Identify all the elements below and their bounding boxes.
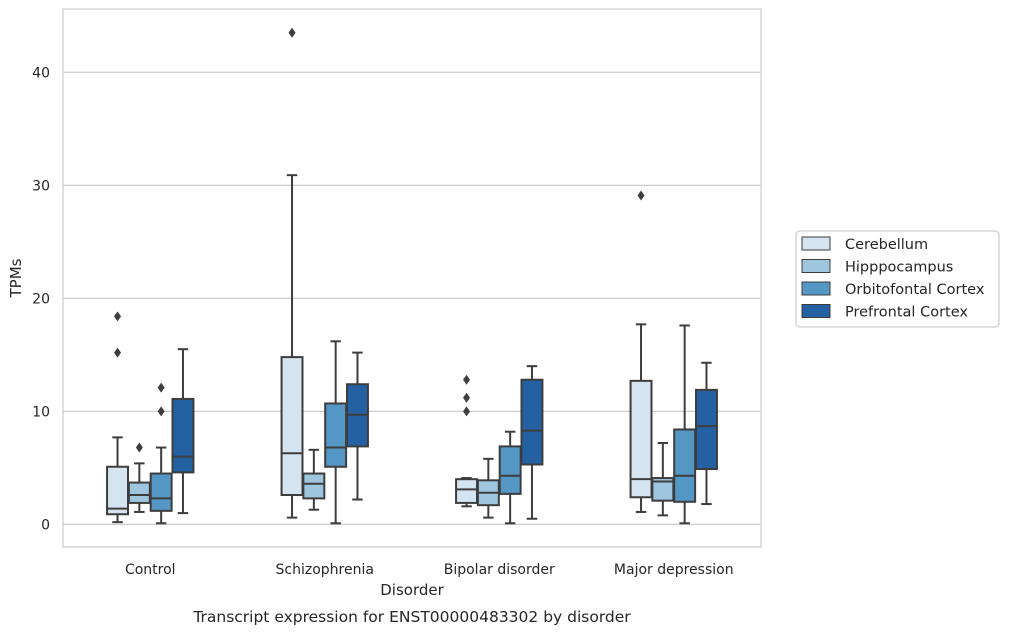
- y-axis-label: TPMs: [7, 258, 25, 298]
- y-axis-ticks: 0 10 20 30 40: [32, 65, 50, 533]
- legend: Cerebellum Hipppocampus Orbitofontal Corte…: [795, 230, 1000, 328]
- outlier-point: [463, 374, 471, 385]
- y-tick-label: 30: [32, 178, 50, 194]
- box-prefrontal-cortex: [520, 365, 544, 520]
- box-cerebellum: [629, 190, 653, 513]
- legend-label: Orbitofontal Cortex: [845, 282, 985, 298]
- box-iqr: [149, 472, 173, 512]
- box-hipppocampus: [127, 442, 151, 513]
- grid-lines: [63, 71, 761, 526]
- outlier-point: [157, 382, 165, 393]
- x-axis-ticks: Control Schizophrenia Bipolar disorder Majo…: [125, 562, 734, 578]
- box-hipppocampus: [476, 457, 500, 519]
- legend-label: Hipppocampus: [845, 260, 953, 276]
- box-orbitofontal-cortex: [324, 340, 348, 525]
- legend-item: Cerebellum: [801, 236, 928, 253]
- box-cerebellum: [455, 374, 479, 508]
- y-tick-label: 40: [32, 65, 50, 81]
- box-plot-series: [106, 27, 718, 525]
- box-hipppocampus: [302, 448, 326, 511]
- box-orbitofontal-cortex: [498, 430, 522, 525]
- outlier-point: [114, 311, 122, 322]
- box-orbitofontal-cortex: [149, 382, 173, 525]
- outlier-point: [114, 347, 122, 358]
- box-prefrontal-cortex: [345, 351, 369, 501]
- box-orbitofontal-cortex: [673, 324, 697, 525]
- outlier-point: [463, 406, 471, 417]
- legend-item: Hipppocampus: [801, 259, 953, 276]
- x-axis-label: Disorder: [380, 581, 444, 599]
- outlier-point: [135, 442, 143, 453]
- legend-swatch: [801, 259, 831, 273]
- legend-swatch: [801, 281, 831, 296]
- x-tick-label: Major depression: [614, 562, 734, 578]
- outlier-point: [637, 190, 645, 201]
- outlier-point: [157, 406, 165, 417]
- box-iqr: [171, 397, 195, 474]
- y-tick-label: 10: [32, 404, 50, 420]
- x-tick-label: Schizophrenia: [276, 562, 374, 578]
- box-iqr: [520, 378, 544, 466]
- box-iqr: [280, 356, 304, 497]
- outlier-point: [463, 392, 471, 403]
- box-iqr: [694, 388, 718, 471]
- box-iqr: [127, 481, 151, 504]
- legend-item: Orbitofontal Cortex: [801, 281, 985, 298]
- x-tick-label: Bipolar disorder: [444, 562, 555, 578]
- box-iqr: [629, 379, 653, 499]
- legend-item: Prefrontal Cortex: [801, 304, 968, 321]
- box-iqr: [498, 445, 522, 495]
- legend-label: Prefrontal Cortex: [845, 305, 968, 321]
- legend-frame: [795, 230, 1000, 328]
- box-cerebellum: [106, 311, 130, 524]
- box-iqr: [302, 472, 326, 500]
- y-tick-label: 20: [32, 291, 50, 307]
- legend-swatch: [801, 304, 831, 318]
- box-iqr: [324, 402, 348, 468]
- box-hipppocampus: [651, 442, 675, 517]
- legend-label: Cerebellum: [845, 237, 928, 253]
- box-prefrontal-cortex: [171, 348, 195, 515]
- box-iqr: [106, 465, 130, 516]
- box-cerebellum: [280, 27, 304, 519]
- x-tick-label: Control: [125, 562, 176, 578]
- plot-frame: [62, 8, 762, 548]
- legend-swatch: [801, 236, 831, 251]
- box-iqr: [455, 478, 479, 504]
- box-iqr: [673, 428, 697, 503]
- y-tick-label: 0: [41, 517, 50, 533]
- outlier-point: [288, 27, 296, 38]
- box-prefrontal-cortex: [694, 361, 718, 506]
- chart-caption: Transcript expression for ENST0000048330…: [192, 608, 631, 626]
